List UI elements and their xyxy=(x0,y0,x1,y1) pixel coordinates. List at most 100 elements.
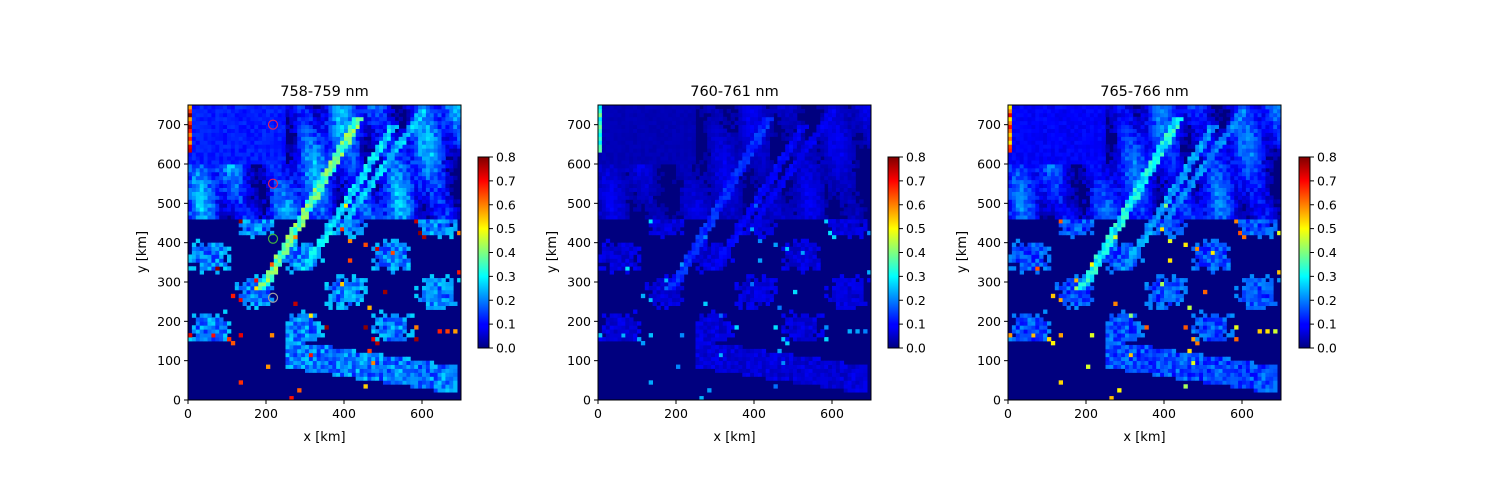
heatmap-cell xyxy=(324,301,329,306)
heatmap-cell xyxy=(336,368,341,373)
heatmap-cell xyxy=(718,207,724,212)
heatmap-cell xyxy=(297,140,302,145)
heatmap-cell xyxy=(308,152,314,157)
heatmap-cell xyxy=(847,293,852,299)
heatmap-cell xyxy=(703,211,708,216)
heatmap-cell xyxy=(262,282,267,287)
heatmap-cell xyxy=(262,164,267,169)
heatmap-cell xyxy=(308,116,314,122)
heatmap-cell xyxy=(695,195,700,200)
heatmap-cell xyxy=(219,140,224,145)
heatmap-cell xyxy=(633,195,638,200)
heatmap-cell xyxy=(402,148,407,153)
heatmap-cell xyxy=(726,156,731,161)
heatmap-cell xyxy=(839,226,845,232)
heatmap-cell xyxy=(742,152,747,157)
heatmap-cell xyxy=(754,167,759,173)
heatmap-cell xyxy=(757,282,763,287)
heatmap-cell xyxy=(629,152,634,157)
heatmap-cell xyxy=(422,230,427,236)
heatmap-cell xyxy=(746,360,751,365)
heatmap-cell xyxy=(789,372,794,377)
heatmap-cell xyxy=(351,160,357,165)
heatmap-cell xyxy=(437,305,442,310)
heatmap-cell xyxy=(227,152,232,157)
heatmap-cell xyxy=(781,329,786,334)
heatmap-cell xyxy=(754,175,759,181)
heatmap-cell xyxy=(293,317,298,322)
heatmap-cell xyxy=(843,293,848,299)
heatmap-cell xyxy=(250,108,255,114)
heatmap-cell xyxy=(855,191,860,196)
heatmap-cell xyxy=(422,124,427,129)
heatmap-cell xyxy=(316,179,321,185)
heatmap-cell xyxy=(812,160,817,165)
heatmap-cell xyxy=(644,171,650,177)
heatmap-cell xyxy=(422,215,427,220)
heatmap-cell xyxy=(757,301,763,306)
heatmap-cell xyxy=(269,187,275,192)
heatmap-cell xyxy=(262,289,267,295)
heatmap-cell xyxy=(601,242,607,247)
heatmap-cell xyxy=(281,171,286,177)
heatmap-cell xyxy=(375,195,380,200)
heatmap-cell xyxy=(457,278,462,283)
heatmap-cell xyxy=(347,368,353,373)
heatmap-cell xyxy=(308,175,314,181)
heatmap-cell xyxy=(656,175,661,181)
heatmap-cell xyxy=(695,199,700,204)
heatmap-cell xyxy=(316,187,321,192)
heatmap-cell xyxy=(668,160,673,165)
heatmap-cell xyxy=(418,152,423,157)
heatmap-cell xyxy=(730,171,735,177)
heatmap-cell xyxy=(195,120,201,126)
heatmap-cell xyxy=(402,215,407,220)
heatmap-cell xyxy=(414,187,419,192)
heatmap-cell xyxy=(804,199,809,204)
heatmap-cell xyxy=(347,112,353,118)
heatmap-cell xyxy=(672,274,677,279)
heatmap-cell xyxy=(816,356,821,362)
heatmap-cell xyxy=(617,191,622,196)
heatmap-cell xyxy=(258,203,263,208)
heatmap-cell xyxy=(824,160,829,165)
heatmap-cell xyxy=(429,293,435,299)
heatmap-cell xyxy=(847,329,852,334)
heatmap-cell xyxy=(285,207,290,212)
heatmap-cell xyxy=(629,262,634,267)
heatmap-cell xyxy=(754,219,759,224)
heatmap-cell xyxy=(242,289,247,295)
heatmap-cell xyxy=(718,242,724,247)
heatmap-cell xyxy=(429,144,435,149)
heatmap-cell xyxy=(718,317,724,322)
heatmap-cell xyxy=(777,305,782,310)
heatmap-cell xyxy=(660,285,665,291)
heatmap-cell xyxy=(359,226,364,232)
heatmap-cell xyxy=(699,207,704,212)
heatmap-cell xyxy=(297,124,302,129)
heatmap-cell xyxy=(289,112,294,118)
heatmap-cell xyxy=(406,380,411,385)
heatmap-cell xyxy=(285,348,290,354)
heatmap-cell xyxy=(800,179,806,185)
heatmap-cell xyxy=(281,175,286,181)
heatmap-cell xyxy=(839,274,845,279)
heatmap-cell xyxy=(851,289,856,295)
heatmap-cell xyxy=(340,116,345,122)
heatmap-cell xyxy=(394,203,399,208)
heatmap-cell xyxy=(344,105,349,110)
heatmap-cell xyxy=(769,285,774,291)
heatmap-cell xyxy=(449,219,454,224)
heatmap-cell xyxy=(648,167,653,173)
heatmap-cell xyxy=(254,297,259,303)
heatmap-cell xyxy=(820,368,825,373)
heatmap-cell xyxy=(340,156,345,161)
heatmap-cell xyxy=(449,376,454,381)
heatmap-cell xyxy=(238,195,243,200)
heatmap-cell xyxy=(785,254,790,259)
heatmap-cell xyxy=(761,167,767,173)
heatmap-cell xyxy=(383,333,388,338)
heatmap-cell xyxy=(730,242,735,247)
heatmap-cell xyxy=(414,120,419,126)
heatmap-cell xyxy=(371,246,376,251)
